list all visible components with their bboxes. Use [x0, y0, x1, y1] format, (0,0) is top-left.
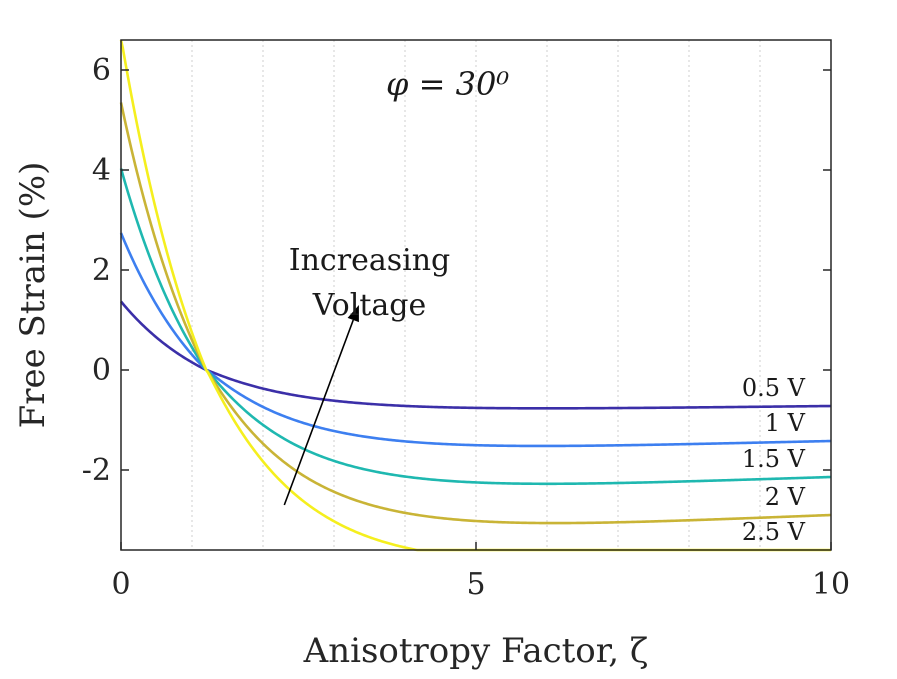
y-tick-label-0: -2	[82, 453, 111, 488]
series-line-3	[119, 102, 832, 525]
series-label-1: 1 V	[765, 409, 806, 437]
chart-title: φ = 30⁰	[386, 65, 509, 103]
x-tick-label-0: 0	[111, 567, 130, 602]
y-tick-label-2: 2	[92, 253, 111, 288]
annotation: Increasing Voltage	[283, 243, 450, 506]
series-line-1	[119, 232, 832, 448]
series-label-0: 0.5 V	[742, 374, 806, 402]
arrowhead-icon	[347, 305, 359, 323]
y-tick-label-3: 4	[92, 153, 111, 188]
y-axis-label: Free Strain (%)	[13, 162, 53, 429]
x-tick-label-1: 5	[466, 567, 485, 602]
series-line-0	[120, 300, 832, 410]
series-label-3: 2 V	[765, 483, 806, 511]
y-tick-label-1: 0	[92, 353, 111, 388]
ticks: 0 5 10 -2 0 2 4 6	[82, 53, 850, 602]
series-label-4: 2.5 V	[742, 518, 806, 546]
grid	[191, 40, 761, 550]
x-tick-label-2: 10	[812, 567, 850, 602]
series-labels: 0.5 V 1 V 1.5 V 2 V 2.5 V	[742, 374, 806, 546]
series-label-2: 1.5 V	[742, 445, 806, 473]
annotation-line-2: Voltage	[312, 288, 426, 323]
annotation-line-1: Increasing	[289, 243, 450, 278]
increasing-voltage-arrow	[283, 319, 355, 506]
x-axis-label: Anisotropy Factor, ζ	[303, 631, 649, 671]
series-line-2	[119, 168, 832, 486]
y-tick-label-4: 6	[92, 53, 111, 88]
